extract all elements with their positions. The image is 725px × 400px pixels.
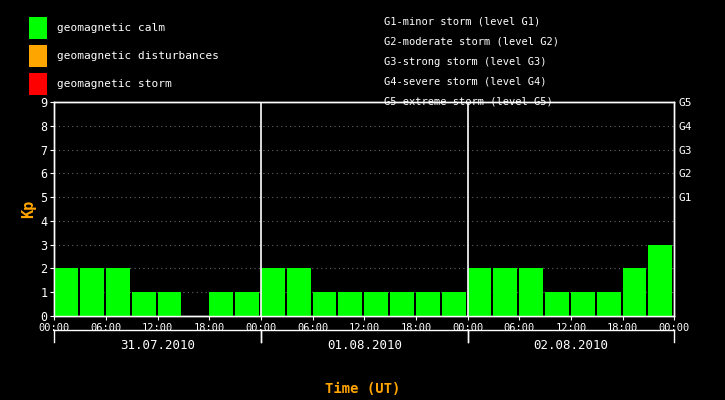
Bar [442, 292, 465, 316]
Bar [416, 292, 440, 316]
Text: geomagnetic calm: geomagnetic calm [57, 23, 165, 33]
Text: geomagnetic storm: geomagnetic storm [57, 79, 171, 89]
Text: G3-strong storm (level G3): G3-strong storm (level G3) [384, 57, 547, 67]
Bar [623, 268, 647, 316]
Text: G1-minor storm (level G1): G1-minor storm (level G1) [384, 17, 541, 27]
Bar [261, 268, 285, 316]
Text: 01.08.2010: 01.08.2010 [327, 339, 402, 352]
Bar [210, 292, 233, 316]
Text: geomagnetic disturbances: geomagnetic disturbances [57, 51, 218, 61]
Text: 31.07.2010: 31.07.2010 [120, 339, 195, 352]
Bar [287, 268, 310, 316]
Bar [54, 268, 78, 316]
Bar [519, 268, 543, 316]
Text: G4-severe storm (level G4): G4-severe storm (level G4) [384, 77, 547, 87]
Bar [157, 292, 181, 316]
Bar [132, 292, 156, 316]
Bar [106, 268, 130, 316]
Bar [571, 292, 594, 316]
Text: G5-extreme storm (level G5): G5-extreme storm (level G5) [384, 97, 553, 107]
Bar [312, 292, 336, 316]
Bar [339, 292, 362, 316]
Bar [80, 268, 104, 316]
Text: 02.08.2010: 02.08.2010 [534, 339, 608, 352]
Bar [235, 292, 259, 316]
Bar [648, 245, 672, 316]
Text: Time (UT): Time (UT) [325, 382, 400, 396]
Text: G2-moderate storm (level G2): G2-moderate storm (level G2) [384, 37, 559, 47]
Bar [390, 292, 414, 316]
Bar [468, 268, 492, 316]
Bar [545, 292, 569, 316]
Bar [364, 292, 388, 316]
Y-axis label: Kp: Kp [21, 200, 36, 218]
Bar [597, 292, 621, 316]
Bar [494, 268, 517, 316]
